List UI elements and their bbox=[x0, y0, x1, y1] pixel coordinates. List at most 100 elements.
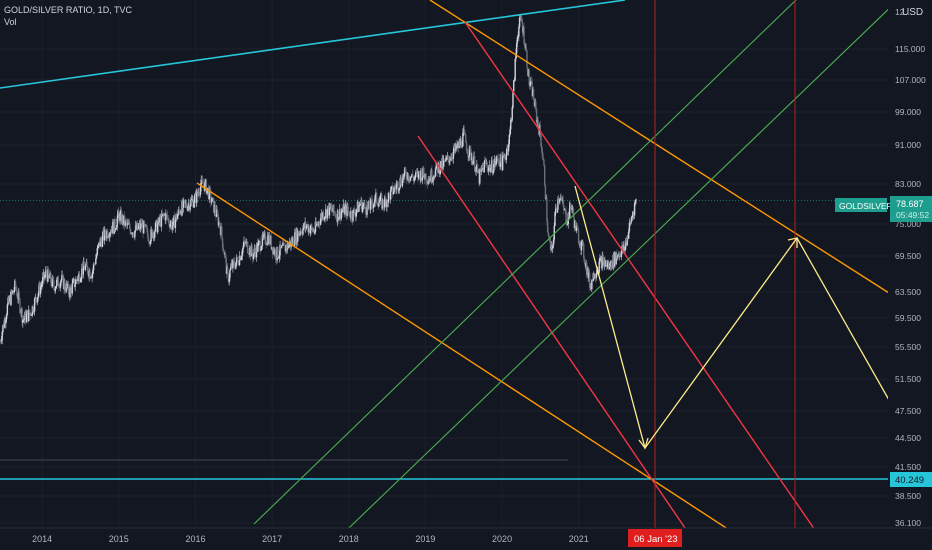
candle bbox=[605, 260, 608, 271]
candle bbox=[64, 284, 67, 295]
green-channel-line-upper[interactable] bbox=[253, 0, 797, 525]
candle bbox=[441, 154, 443, 172]
candle bbox=[285, 245, 287, 255]
candle bbox=[543, 164, 546, 187]
candle bbox=[193, 193, 196, 209]
candle bbox=[574, 219, 576, 230]
volume-indicator-label[interactable]: Vol bbox=[4, 17, 17, 27]
candle bbox=[72, 278, 74, 284]
candle bbox=[395, 179, 398, 194]
candle bbox=[573, 214, 575, 232]
candle bbox=[141, 218, 143, 228]
candle bbox=[384, 195, 386, 211]
yellow-projection-path[interactable] bbox=[574, 185, 890, 450]
candle bbox=[182, 197, 185, 213]
candle bbox=[507, 146, 509, 156]
cyan-long-trendline[interactable] bbox=[0, 0, 626, 89]
price-tick-label: 99.000 bbox=[895, 107, 921, 117]
price-tick-label: 44.500 bbox=[895, 433, 921, 443]
green-channel-line-lower[interactable] bbox=[325, 0, 899, 550]
candle bbox=[474, 170, 477, 175]
candle bbox=[221, 226, 223, 241]
candle bbox=[319, 213, 322, 226]
candle bbox=[43, 271, 45, 284]
candle bbox=[92, 267, 94, 279]
candle bbox=[158, 215, 160, 227]
candle bbox=[364, 199, 366, 208]
red-channel-line-lower[interactable] bbox=[417, 135, 701, 550]
candle bbox=[579, 240, 581, 249]
candle bbox=[102, 226, 104, 241]
candle bbox=[294, 228, 296, 246]
time-axis[interactable]: 201420152016201720182019202020212022 bbox=[0, 527, 932, 550]
candle bbox=[224, 252, 226, 259]
candle bbox=[465, 140, 468, 154]
candle bbox=[583, 256, 586, 264]
candle bbox=[249, 245, 251, 258]
candle bbox=[618, 251, 620, 261]
candle bbox=[630, 215, 633, 225]
candle bbox=[598, 257, 600, 278]
candle bbox=[197, 187, 199, 197]
candle bbox=[511, 105, 513, 123]
candle bbox=[187, 198, 190, 211]
candle bbox=[569, 202, 572, 211]
candle bbox=[106, 228, 109, 240]
candle bbox=[540, 131, 542, 148]
candle bbox=[96, 244, 98, 256]
candle bbox=[137, 222, 140, 230]
candle bbox=[473, 151, 475, 164]
candle bbox=[71, 278, 73, 296]
candle bbox=[147, 230, 149, 242]
candle bbox=[134, 230, 136, 241]
candle bbox=[321, 211, 323, 221]
candle bbox=[205, 178, 208, 195]
candle bbox=[90, 275, 93, 279]
candle bbox=[482, 162, 484, 173]
candle bbox=[478, 169, 480, 187]
candle bbox=[389, 193, 391, 202]
candle bbox=[519, 14, 522, 21]
candle bbox=[459, 136, 462, 148]
candle bbox=[146, 225, 149, 238]
candle bbox=[322, 211, 324, 221]
candle bbox=[611, 267, 614, 270]
candle bbox=[131, 231, 133, 238]
candle bbox=[252, 250, 254, 264]
candle bbox=[162, 213, 164, 218]
candle bbox=[366, 201, 368, 218]
candle bbox=[563, 207, 566, 211]
candle bbox=[392, 182, 394, 198]
candle bbox=[608, 261, 611, 270]
candle bbox=[403, 166, 406, 177]
candle bbox=[259, 237, 261, 255]
candle bbox=[357, 198, 359, 212]
candle bbox=[296, 227, 298, 244]
candle bbox=[452, 148, 454, 164]
price-axis[interactable]: 12… 115.000 107.000 99.000 91.000 83.000 75.00… bbox=[888, 0, 932, 528]
candle bbox=[414, 176, 416, 182]
candle bbox=[244, 237, 247, 246]
candle bbox=[261, 231, 264, 250]
candle bbox=[524, 39, 526, 50]
candle bbox=[528, 68, 530, 87]
candle bbox=[514, 58, 516, 82]
candle bbox=[351, 216, 354, 226]
candle bbox=[471, 152, 473, 165]
candle bbox=[78, 271, 80, 277]
candle bbox=[123, 215, 125, 227]
candle bbox=[390, 186, 393, 192]
red-channel-line-upper[interactable] bbox=[464, 21, 816, 531]
orange-upper-trendline[interactable] bbox=[429, 0, 890, 294]
candle bbox=[252, 253, 255, 262]
candle bbox=[344, 200, 347, 209]
candle bbox=[284, 239, 286, 252]
candle bbox=[18, 289, 20, 302]
candle bbox=[258, 239, 260, 247]
candle bbox=[8, 295, 10, 303]
countdown-timer: 05:49:52 bbox=[896, 210, 929, 220]
symbol-title[interactable]: GOLD/SILVER RATIO, 1D, TVC bbox=[4, 5, 133, 15]
candle bbox=[236, 256, 239, 262]
orange-lower-trendline[interactable] bbox=[196, 182, 761, 550]
candle bbox=[549, 238, 552, 253]
